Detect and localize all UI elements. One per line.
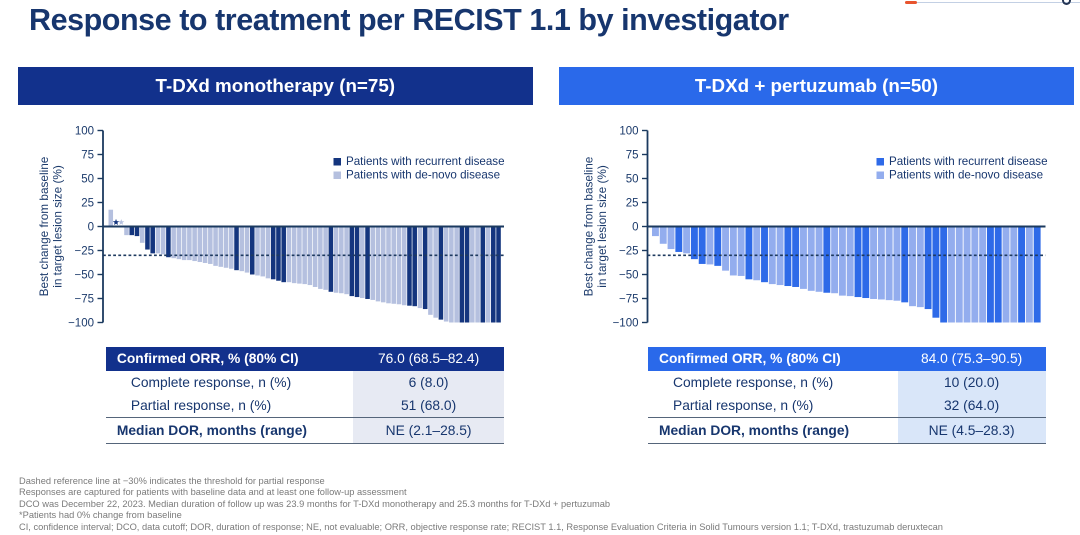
svg-text:−100: −100 <box>68 318 94 330</box>
svg-text:Patients with recurrent diseas: Patients with recurrent disease <box>889 155 1048 168</box>
svg-text:Best change from baselinein ta: Best change from baselinein target lesio… <box>582 156 610 296</box>
svg-text:0: 0 <box>88 222 94 234</box>
svg-text:25: 25 <box>81 198 94 210</box>
svg-text:Patients with de-novo disease: Patients with de-novo disease <box>346 169 500 182</box>
svg-text:0: 0 <box>632 222 638 234</box>
svg-text:−50: −50 <box>74 270 94 282</box>
svg-text:−25: −25 <box>619 246 639 258</box>
svg-text:−25: −25 <box>74 246 94 258</box>
svg-text:Patients with de-novo disease: Patients with de-novo disease <box>889 169 1043 182</box>
svg-text:75: 75 <box>626 150 639 162</box>
svg-text:−50: −50 <box>619 270 639 282</box>
svg-text:100: 100 <box>75 126 94 138</box>
svg-text:75: 75 <box>81 150 94 162</box>
svg-text:−75: −75 <box>619 294 639 306</box>
svg-text:−75: −75 <box>74 294 94 306</box>
svg-text:100: 100 <box>619 126 638 138</box>
svg-text:50: 50 <box>81 174 94 186</box>
svg-text:−100: −100 <box>613 318 639 330</box>
svg-text:25: 25 <box>626 198 639 210</box>
svg-text:Best change from baselinein ta: Best change from baselinein target lesio… <box>37 156 65 296</box>
svg-text:Patients with recurrent diseas: Patients with recurrent disease <box>346 155 505 168</box>
svg-text:50: 50 <box>626 174 639 186</box>
